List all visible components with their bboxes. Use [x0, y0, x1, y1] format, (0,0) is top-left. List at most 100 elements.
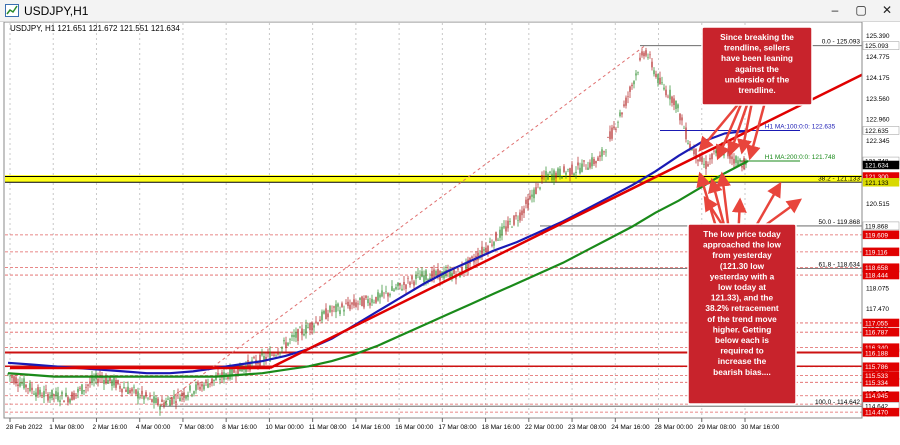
candle-body — [309, 323, 311, 331]
candle-body — [273, 354, 275, 356]
candle-body — [233, 369, 235, 373]
candle-body — [257, 362, 259, 365]
annotation-text: below each is — [715, 335, 769, 345]
candle-body — [623, 104, 625, 107]
candle-body — [631, 84, 633, 87]
candle-body — [555, 172, 557, 179]
candle-body — [43, 391, 45, 398]
x-tick-label: 30 Mar 16:00 — [741, 424, 780, 431]
candle-body — [537, 183, 539, 185]
candle-body — [637, 72, 639, 73]
candle-body — [667, 96, 669, 98]
candle-body — [563, 166, 565, 172]
candle-body — [227, 375, 229, 379]
candle-body — [151, 399, 153, 402]
x-tick-label: 1 Mar 08:00 — [49, 424, 84, 431]
candle-body — [595, 161, 597, 164]
candle-body — [647, 57, 649, 58]
chart-window-icon — [5, 4, 19, 17]
candle-body — [451, 272, 453, 279]
candle-body — [607, 137, 609, 138]
candle-body — [687, 142, 689, 144]
candle-body — [531, 194, 533, 197]
candle-body — [545, 171, 547, 176]
annotation-text: low today at — [718, 282, 766, 292]
candle-body — [185, 395, 187, 399]
candle-body — [113, 378, 115, 386]
red-trendline — [269, 73, 863, 370]
candle-body — [317, 322, 319, 325]
candle-body — [709, 158, 711, 160]
candle-body — [29, 383, 31, 391]
candle-body — [651, 61, 653, 68]
fib-level-label: 61.8 - 118.634 — [819, 261, 861, 268]
price-tag-label: 119.868 — [865, 223, 888, 230]
candle-body — [461, 267, 463, 275]
price-tag — [862, 230, 900, 240]
candle-body — [9, 375, 11, 377]
candle-body — [87, 384, 89, 386]
candle-body — [413, 281, 415, 286]
candle-body — [375, 296, 377, 303]
candle-body — [165, 401, 167, 405]
minimize-button[interactable]: – — [831, 3, 839, 17]
candle-body — [433, 269, 435, 277]
close-button[interactable]: ✕ — [881, 3, 893, 17]
candle-body — [319, 319, 321, 322]
candle-body — [691, 148, 693, 151]
price-tag-label: 114.642 — [865, 404, 888, 411]
maximize-button[interactable]: ▢ — [855, 3, 867, 17]
price-tag-label: 117.055 — [865, 320, 888, 327]
candle-body — [421, 271, 423, 277]
candle-body — [107, 379, 109, 384]
candle-body — [101, 377, 103, 379]
candle-body — [325, 308, 327, 320]
candle-body — [731, 156, 733, 160]
candle-body — [289, 339, 291, 340]
candle-body — [619, 112, 621, 117]
candle-body — [379, 294, 381, 298]
price-tag-label: 115.334 — [865, 380, 888, 387]
candle-body — [539, 187, 541, 189]
candle-body — [293, 334, 295, 338]
candle-body — [301, 328, 303, 335]
candle-body — [693, 149, 695, 155]
candle-body — [547, 174, 549, 180]
price-chart[interactable]: 0.0 - 125.093 38.2 - 121.133 50.0 - 119.86… — [0, 21, 900, 440]
candle-body — [509, 221, 511, 222]
candle-body — [77, 388, 79, 393]
candle-body — [205, 380, 207, 382]
annotation-text: trendline. — [738, 85, 775, 95]
price-tag-label: 114.470 — [865, 410, 888, 417]
x-tick-label: 17 Mar 08:00 — [438, 424, 477, 431]
candle-body — [521, 210, 523, 216]
candle-body — [659, 77, 661, 84]
candle-body — [551, 173, 553, 181]
candle-body — [145, 392, 147, 397]
annotation-arrow — [698, 101, 741, 152]
candle-body — [321, 311, 323, 321]
candle-body — [31, 387, 33, 391]
price-tag-label: 118.444 — [865, 273, 888, 280]
price-tag-label: 121.634 — [865, 162, 889, 169]
candle-body — [261, 353, 263, 356]
price-tag — [862, 270, 900, 280]
candle-body — [407, 278, 409, 279]
candle-body — [639, 57, 641, 61]
candle-body — [103, 380, 105, 384]
x-tick-label: 28 Feb 2022 — [6, 424, 43, 431]
candle-body — [613, 126, 615, 129]
candle-body — [737, 160, 739, 167]
candle-body — [249, 362, 251, 371]
candle-body — [557, 168, 559, 176]
candle-body — [661, 82, 663, 84]
fib-level-label: 38.2 - 121.133 — [818, 175, 860, 182]
chart-area[interactable]: 0.0 - 125.093 38.2 - 121.133 50.0 - 119.86… — [0, 21, 900, 440]
price-tag — [862, 41, 900, 50]
candle-body — [275, 355, 277, 357]
candle-body — [697, 159, 699, 162]
candle-body — [173, 395, 175, 399]
candle-body — [229, 367, 231, 380]
candle-body — [467, 259, 469, 271]
candle-body — [411, 276, 413, 280]
